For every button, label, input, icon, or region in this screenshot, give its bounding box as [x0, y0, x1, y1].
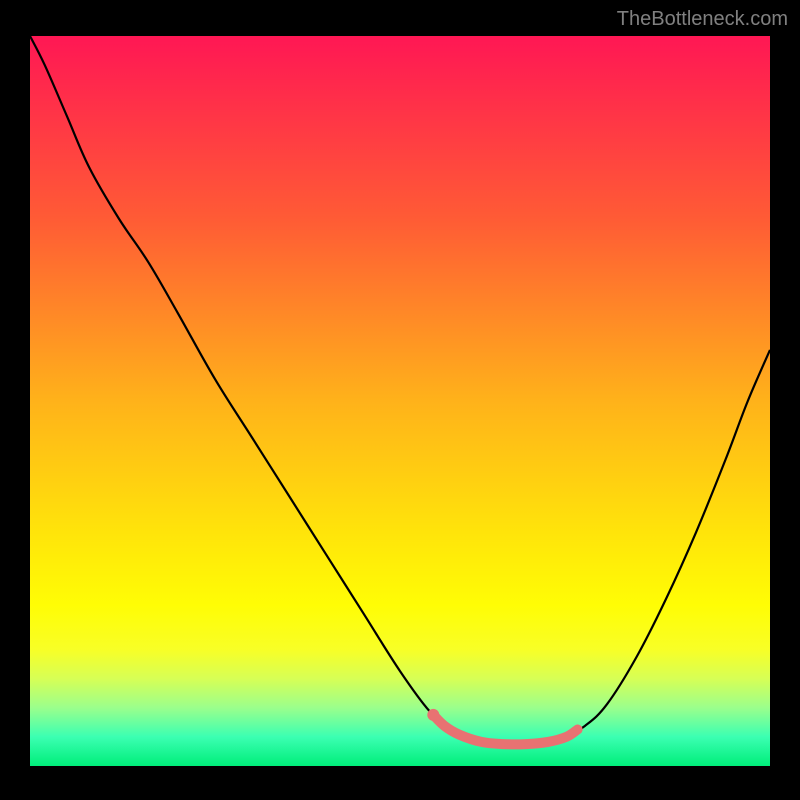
watermark-text: TheBottleneck.com [617, 8, 788, 31]
gradient-background [30, 36, 770, 766]
bottleneck-chart: TheBottleneck.com [0, 0, 800, 800]
plot-area [30, 36, 770, 766]
highlight-start-dot [427, 709, 439, 721]
chart-svg [30, 36, 770, 766]
